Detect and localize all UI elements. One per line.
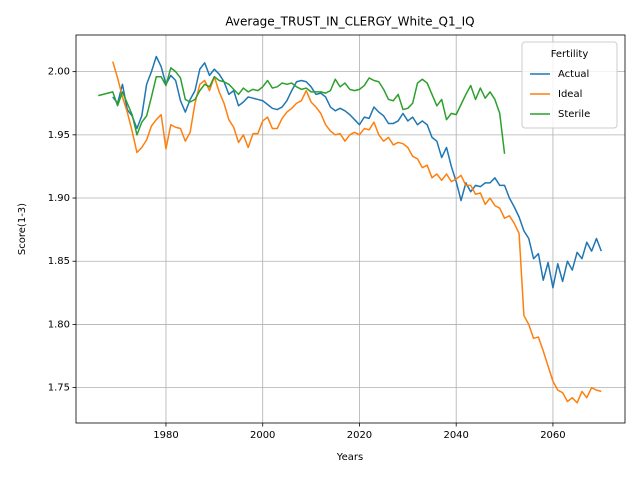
x-tick-label: 2060: [540, 430, 565, 441]
legend-label: Sterile: [558, 109, 590, 120]
x-tick-label: 2000: [250, 430, 275, 441]
x-tick-label: 2020: [347, 430, 372, 441]
y-tick-label: 1.75: [48, 383, 70, 394]
x-tick-label: 2040: [443, 430, 468, 441]
x-axis-label: Years: [336, 452, 363, 463]
line-series: [112, 55, 603, 289]
line-series: [112, 61, 602, 404]
x-tick-label: 1980: [153, 430, 178, 441]
y-tick-label: 1.80: [48, 319, 70, 330]
legend-label: Ideal: [558, 89, 582, 100]
y-tick-label: 1.90: [48, 193, 70, 204]
legend-box: [521, 41, 618, 129]
chart-title: Average_TRUST_IN_CLERGY_White_Q1_IQ: [225, 15, 474, 29]
y-tick-label: 1.95: [48, 130, 70, 141]
y-tick-label: 1.85: [48, 256, 70, 267]
y-axis-label: Score(1-3): [17, 203, 28, 255]
line-series: [98, 67, 506, 154]
legend-title: Fertility: [551, 49, 589, 60]
plot-frame: [75, 34, 626, 424]
legend-label: Actual: [558, 69, 589, 80]
y-tick-label: 2.00: [48, 67, 70, 78]
